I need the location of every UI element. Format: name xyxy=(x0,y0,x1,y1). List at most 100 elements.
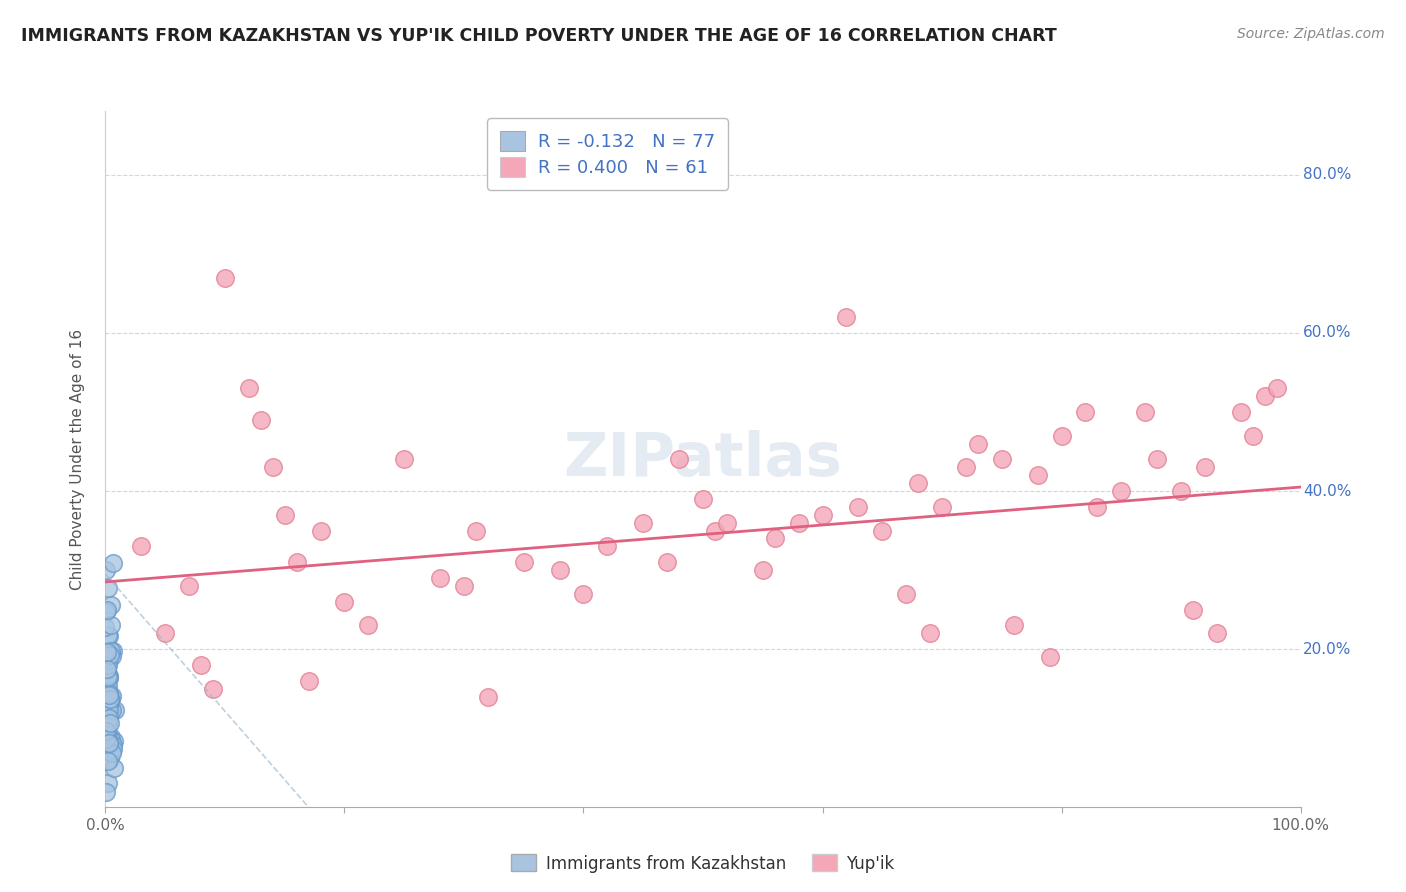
Point xyxy=(704,524,727,538)
Point xyxy=(872,524,894,538)
Point xyxy=(97,703,120,717)
Point xyxy=(1181,602,1204,616)
Point xyxy=(96,700,118,714)
Point xyxy=(98,752,121,766)
Point xyxy=(202,681,225,696)
Point xyxy=(96,785,118,799)
Point xyxy=(1206,626,1229,640)
Point xyxy=(1085,500,1108,514)
Point xyxy=(98,692,121,706)
Point xyxy=(1265,381,1288,395)
Point xyxy=(103,738,125,752)
Point xyxy=(96,726,118,740)
Point xyxy=(309,524,332,538)
Point xyxy=(716,516,738,530)
Point xyxy=(97,671,120,685)
Point xyxy=(1170,483,1192,498)
Point xyxy=(846,500,869,514)
Point xyxy=(103,761,125,775)
Point xyxy=(572,587,595,601)
Point xyxy=(920,626,942,640)
Point xyxy=(477,690,499,704)
Point xyxy=(100,732,122,747)
Point xyxy=(100,643,122,657)
Point xyxy=(100,739,122,754)
Point xyxy=(103,734,125,748)
Point xyxy=(100,618,122,632)
Point xyxy=(333,595,356,609)
Point xyxy=(97,668,120,682)
Point xyxy=(214,270,236,285)
Point xyxy=(692,491,714,506)
Text: IMMIGRANTS FROM KAZAKHSTAN VS YUP'IK CHILD POVERTY UNDER THE AGE OF 16 CORRELATI: IMMIGRANTS FROM KAZAKHSTAN VS YUP'IK CHI… xyxy=(21,27,1057,45)
Point xyxy=(96,695,118,709)
Point xyxy=(1133,405,1156,419)
Point xyxy=(94,706,117,721)
Text: 60.0%: 60.0% xyxy=(1303,326,1351,341)
Point xyxy=(835,310,858,324)
Point xyxy=(96,725,118,739)
Point xyxy=(104,703,127,717)
Point xyxy=(97,679,120,693)
Point xyxy=(250,413,273,427)
Point xyxy=(177,579,201,593)
Legend: Immigrants from Kazakhstan, Yup'ik: Immigrants from Kazakhstan, Yup'ik xyxy=(505,847,901,880)
Point xyxy=(896,587,918,601)
Y-axis label: Child Poverty Under the Age of 16: Child Poverty Under the Age of 16 xyxy=(70,329,84,590)
Point xyxy=(97,658,120,673)
Point xyxy=(100,648,122,663)
Point xyxy=(96,742,118,756)
Point xyxy=(273,508,295,522)
Point xyxy=(94,731,117,746)
Point xyxy=(129,539,153,553)
Point xyxy=(1111,483,1133,498)
Point xyxy=(548,563,571,577)
Point xyxy=(103,742,125,756)
Point xyxy=(100,730,122,744)
Point xyxy=(96,681,118,695)
Point xyxy=(97,670,120,684)
Point xyxy=(96,688,118,702)
Point xyxy=(97,581,120,595)
Point xyxy=(298,673,321,688)
Point xyxy=(96,562,118,576)
Point xyxy=(453,579,475,593)
Point xyxy=(96,689,118,703)
Point xyxy=(97,718,120,732)
Point xyxy=(96,662,118,676)
Point xyxy=(1241,428,1264,442)
Text: Source: ZipAtlas.com: Source: ZipAtlas.com xyxy=(1237,27,1385,41)
Point xyxy=(96,724,118,739)
Point xyxy=(190,657,212,672)
Point xyxy=(357,618,380,632)
Point xyxy=(97,735,120,749)
Point xyxy=(96,701,118,715)
Point xyxy=(97,628,120,642)
Point xyxy=(97,629,120,643)
Point xyxy=(1038,650,1062,665)
Point xyxy=(98,651,121,665)
Point xyxy=(96,655,118,669)
Point xyxy=(967,436,990,450)
Point xyxy=(96,645,118,659)
Point xyxy=(97,697,120,711)
Point xyxy=(153,626,177,640)
Point xyxy=(1146,452,1168,467)
Point xyxy=(100,689,122,703)
Point xyxy=(98,737,121,751)
Point xyxy=(94,620,117,634)
Point xyxy=(100,746,122,760)
Point xyxy=(990,452,1012,467)
Point xyxy=(97,704,120,718)
Point xyxy=(429,571,451,585)
Text: 20.0%: 20.0% xyxy=(1303,641,1351,657)
Point xyxy=(1050,428,1073,442)
Point xyxy=(101,556,124,570)
Point xyxy=(931,500,953,514)
Point xyxy=(98,669,121,683)
Point xyxy=(1194,460,1216,475)
Point xyxy=(100,599,122,613)
Point xyxy=(1229,405,1251,419)
Text: ZIPatlas: ZIPatlas xyxy=(564,430,842,489)
Point xyxy=(97,775,120,789)
